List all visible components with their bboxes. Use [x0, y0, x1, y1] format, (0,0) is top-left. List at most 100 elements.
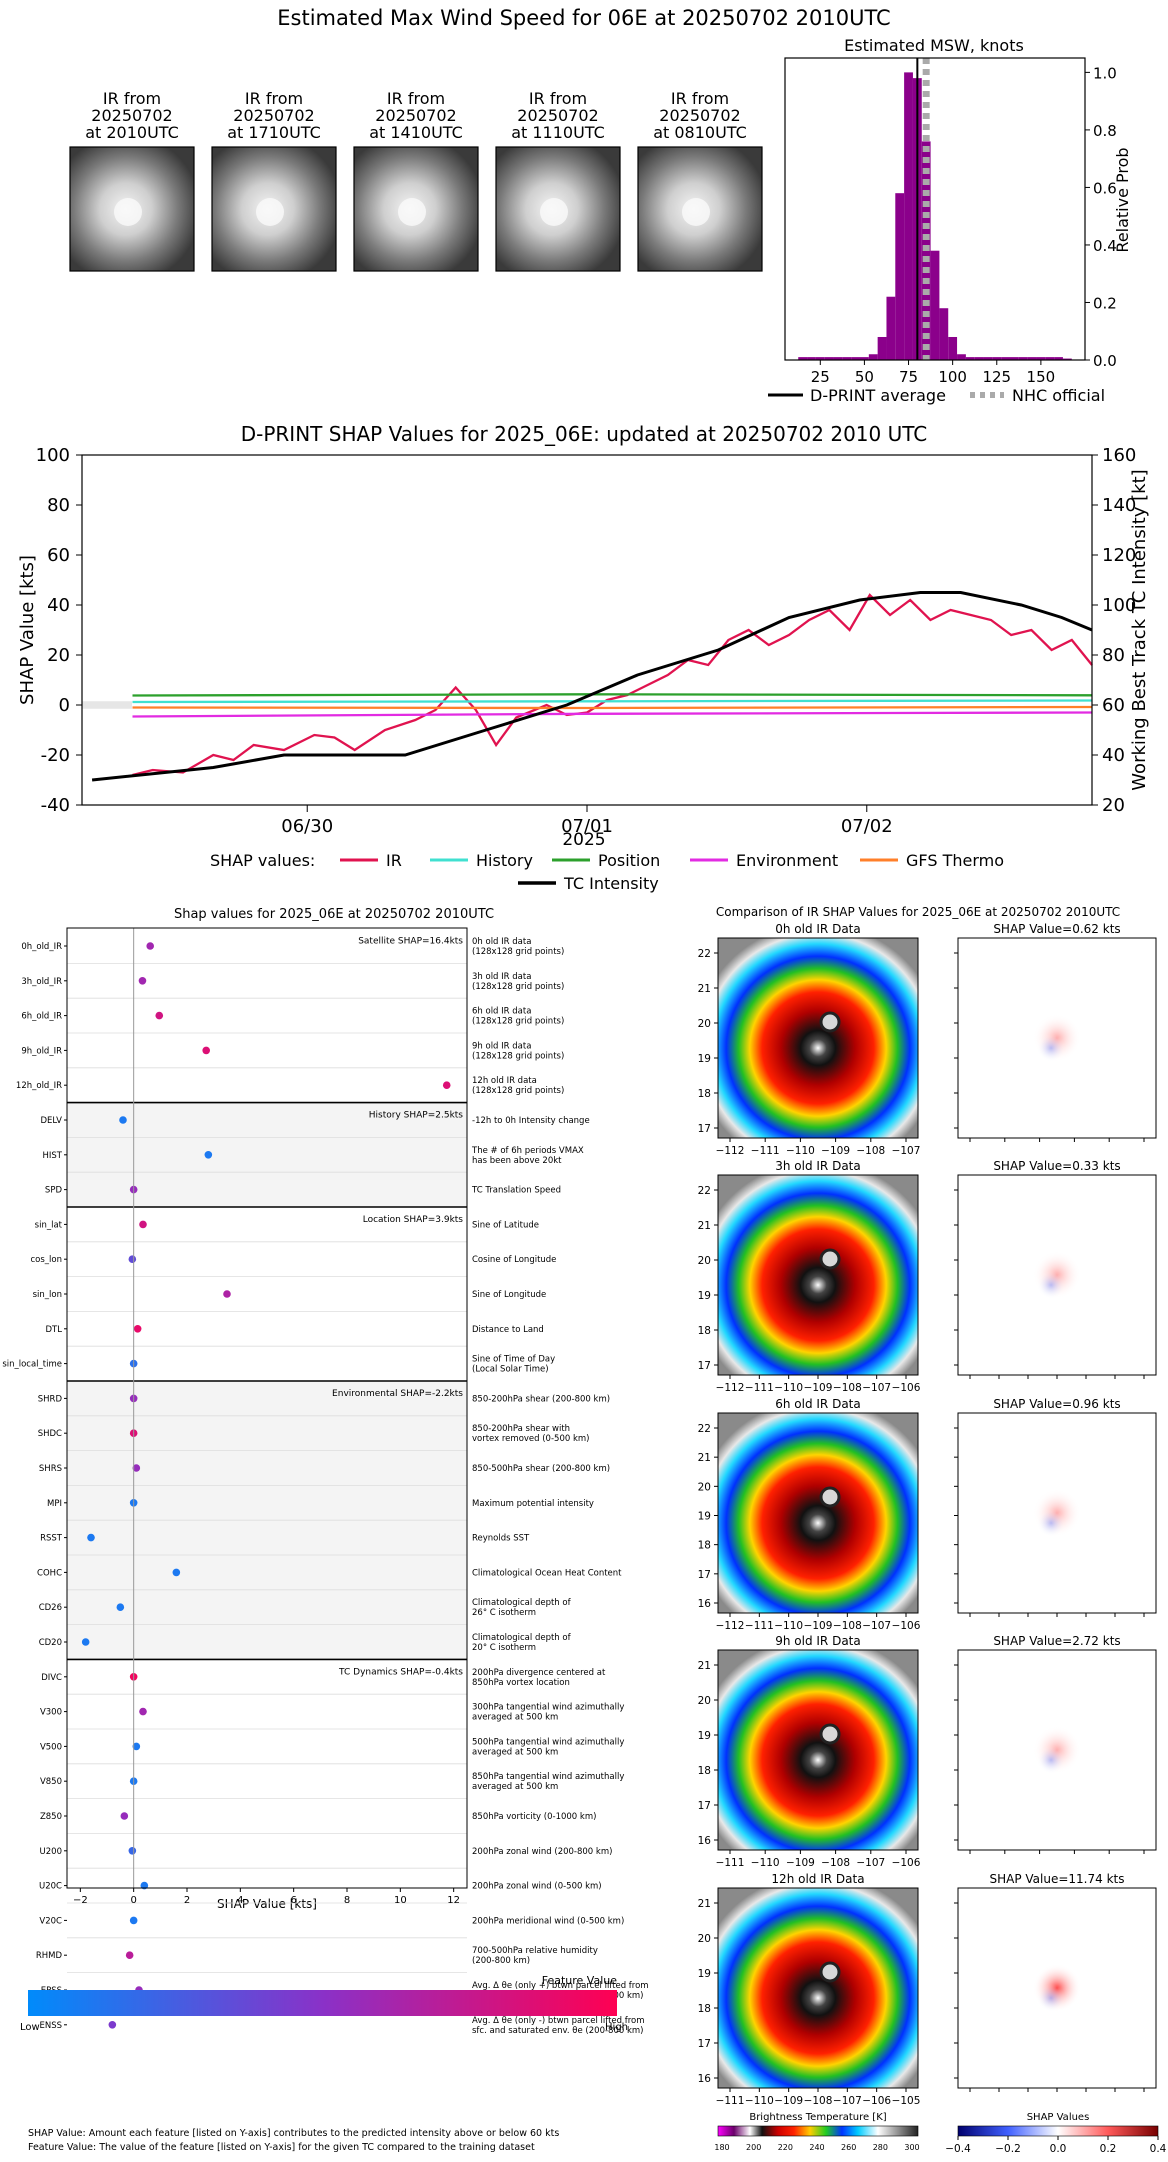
feature-description: averaged at 500 km [472, 1713, 558, 1723]
ir-panel-title: 3h old IR Data [775, 1159, 861, 1173]
x-tick-label: 50 [855, 368, 874, 386]
timeseries-legend: SHAP values: IR History Position Environmen… [210, 851, 1004, 893]
feature-name: V850 [40, 1777, 62, 1787]
y-tick-label: 1.0 [1093, 64, 1117, 82]
y-tick-label: 21 [698, 1220, 711, 1232]
timeseries-frame [81, 454, 1093, 806]
shap-colorbar-tick: −0.4 [945, 2143, 971, 2155]
brightness-temperature-colorbar: Brightness Temperature [K] 180 200 220 240 2… [714, 2112, 919, 2152]
feature-description: averaged at 500 km [472, 1747, 558, 1757]
bt-colorbar-tick: 220 [778, 2143, 793, 2152]
bt-colorbar-tick: 260 [841, 2143, 856, 2152]
y-tick-label: 20 [698, 1018, 711, 1030]
feature-name: DELV [40, 1116, 62, 1126]
ir-thumbnail-eye [540, 198, 568, 226]
group-label: History SHAP=2.5kts [369, 1111, 464, 1121]
shap-panel-highlight-negative [1037, 1034, 1066, 1062]
x-tick-label: −108 [833, 1620, 862, 1632]
x-tick-label: −110 [774, 1620, 803, 1632]
feature-shap-point [132, 1464, 141, 1472]
feature-name: 3h_old_IR [21, 977, 62, 987]
feature-shap-point [172, 1568, 181, 1577]
feature-description: 0h old IR data [472, 937, 531, 947]
feature-name: Z850 [40, 1812, 62, 1822]
feature-shap-point [108, 2021, 117, 2029]
features-xlabel: SHAP Value [kts] [217, 1897, 317, 1911]
x-tick-label: −112 [716, 1145, 745, 1157]
feature-description: 500hPa tangential wind azimuthally [472, 1737, 624, 1747]
feature-description: Avg. Δ θe (only +) btwn parcel lifted fr… [472, 1981, 649, 1991]
series-line-history [132, 699, 1093, 704]
ir-panel-eye [819, 1486, 841, 1508]
x-tick-label: −107 [892, 1145, 921, 1157]
x-tick-label: −109 [774, 2095, 803, 2107]
y-tick-label: 18 [698, 1765, 711, 1777]
y-tick-label: 20 [698, 1695, 711, 1707]
bt-colorbar-title: Brightness Temperature [K] [749, 2112, 886, 2123]
feature-description: Cosine of Longitude [472, 1255, 556, 1265]
histogram-bar [1045, 357, 1055, 360]
x-tick-label: −112 [716, 1382, 745, 1394]
x-tick-label: 07/02 [841, 816, 893, 837]
x-tick-label: 12 [447, 1895, 460, 1906]
histogram-bar [886, 296, 896, 360]
y2-tick-label: 100 [1102, 595, 1136, 616]
legend-label-history: History [476, 851, 533, 870]
feature-description: (128x128 grid points) [472, 1051, 564, 1061]
x-tick-label: −110 [745, 2095, 774, 2107]
y-tick-label: 19 [698, 1511, 711, 1523]
histogram-bar [851, 357, 860, 360]
feature-description: Sine of Latitude [472, 1220, 539, 1230]
timeseries-ylabel: SHAP Value [kts] [17, 555, 38, 705]
feature-description: (128x128 grid points) [472, 1086, 564, 1096]
ir-panel-eye [819, 1011, 841, 1033]
y-tick-label: 80 [47, 495, 70, 516]
feature-name: SPD [45, 1186, 63, 1196]
feature-description: Sine of Longitude [472, 1290, 546, 1300]
feature-name: CD26 [39, 1603, 62, 1613]
histogram-bar [1010, 357, 1019, 360]
x-tick-label: −2 [73, 1895, 88, 1906]
feature-name: DIVC [41, 1673, 62, 1683]
thumb-label-line3: at 0810UTC [653, 123, 747, 142]
feature-shap-point [132, 1742, 141, 1751]
y-tick-label: 21 [698, 1898, 711, 1910]
feature-shap-point [128, 1847, 137, 1855]
feature-description: 850hPa tangential wind azimuthally [472, 1772, 624, 1782]
histogram-bar [974, 357, 984, 360]
y-tick-label: 40 [47, 595, 70, 616]
y-tick-label: -20 [41, 745, 70, 766]
x-tick-label: −110 [751, 1857, 780, 1869]
y-tick-label: 0.0 [1093, 352, 1117, 370]
x-tick-label: −106 [862, 2095, 891, 2107]
x-tick-label: 06/30 [281, 816, 333, 837]
legend-label-environment: Environment [736, 851, 838, 870]
bt-colorbar-gradient [717, 2125, 919, 2137]
feature-description: Climatological Ocean Heat Content [472, 1568, 622, 1578]
x-tick-label: −105 [892, 2095, 921, 2107]
ir-panel-image [717, 1649, 919, 1851]
x-tick-label: −106 [892, 1857, 921, 1869]
x-tick-label: −111 [751, 1145, 780, 1157]
series-line-gfs-thermo [132, 705, 1093, 710]
histogram-bar [965, 357, 975, 360]
y-tick-label: 22 [698, 1185, 711, 1197]
y-tick-label: 17 [698, 1569, 711, 1581]
y-tick-label: -40 [41, 795, 70, 816]
histogram-bar [1018, 357, 1028, 360]
feature-description: 850hPa vorticity (0-1000 km) [472, 1812, 596, 1822]
histogram-bar [992, 357, 1002, 360]
ir-thumbnail-eye [256, 198, 284, 226]
feature-shap-point [129, 1916, 138, 1925]
legend-shap-values-label: SHAP values: [210, 851, 315, 870]
shap-colorbar-tick: 0.2 [1100, 2143, 1117, 2155]
ir-thumbnail-eye [114, 198, 142, 226]
feature-description: (128x128 grid points) [472, 947, 564, 957]
histogram-bar [1054, 357, 1063, 360]
feature-description: 6h old IR data [472, 1007, 531, 1017]
shaded-band [82, 701, 132, 709]
feature-description: 200hPa divergence centered at [472, 1668, 606, 1678]
y-tick-label: 100 [36, 445, 70, 466]
series-line-position [132, 693, 1093, 697]
